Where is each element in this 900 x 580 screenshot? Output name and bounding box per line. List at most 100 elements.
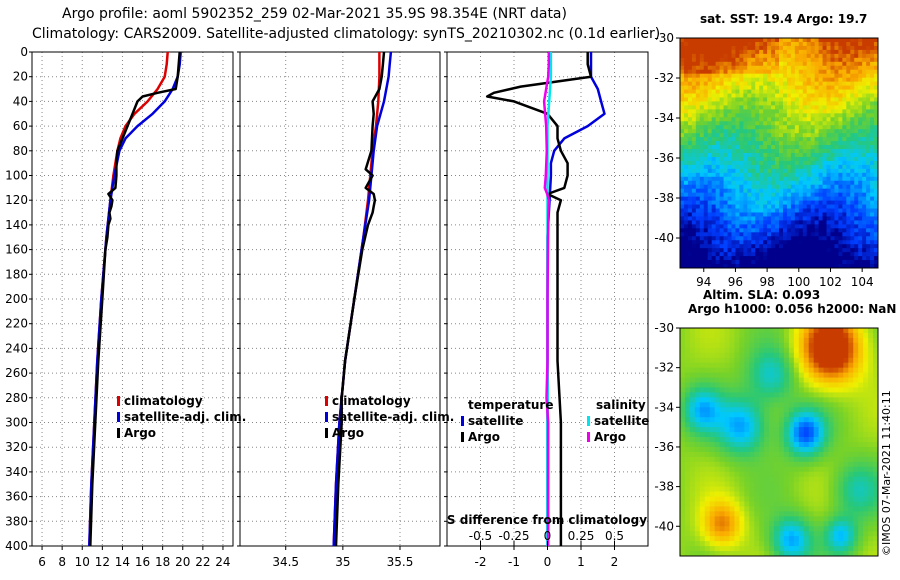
sla-map-cell [823,377,829,383]
sla-map-cell [729,486,735,492]
sst-map-cell [719,180,724,186]
sst-map-cell [699,133,705,138]
sst-map-cell [735,93,740,98]
sla-map-cell [808,461,815,468]
sst-map-cell [874,89,879,94]
sst-map-cell [854,188,859,194]
sst-map-cell [711,260,717,265]
sst-map-cell [723,216,728,221]
sst-map-cell [834,105,839,110]
sst-map-cell [782,180,788,186]
sst-map-cell [862,137,867,142]
sst-map-cell [699,184,705,190]
sst-map-cell [767,208,772,213]
sst-map-cell [739,77,744,83]
sst-map-cell [680,145,685,150]
sst-map-cell [680,244,685,249]
sst-map-cell [747,149,752,154]
sla-map-cell [714,501,720,507]
sst-map-cell [723,49,728,55]
sst-map-cell [723,149,728,154]
sla-map-cell [759,402,765,408]
sst-map-cell [814,200,819,205]
sla-map-cell [798,546,805,552]
sst-map-cell [695,196,701,201]
sst-map-cell [699,256,705,261]
sst-map-cell [866,73,871,79]
sla-map-cell [873,357,879,364]
sst-map-cell [834,204,839,209]
sst-map-cell [775,41,780,47]
sla-map-cell [873,471,879,478]
sst-map-cell [798,200,804,205]
sla-map-cell [858,387,864,393]
sst-map-cell [854,224,859,229]
sla-map-cell [774,412,780,418]
sst-map-cell [687,57,693,63]
sla-map-cell [833,442,839,448]
sla-map-cell [764,432,770,438]
sst-map-cell [874,256,879,261]
sla-map-cell [788,362,795,369]
sst-map-cell [715,97,720,102]
sst-map-cell [822,264,827,269]
sla-map-cell [783,446,790,453]
sla-map-cell [774,397,780,403]
sst-map-cell [763,164,768,170]
sla-map-cell [833,432,839,438]
sst-map-cell [838,252,843,257]
sla-map-cell [828,392,834,398]
sst-map-cell [866,264,871,269]
sla-map-cell [759,377,765,383]
sst-map-cell [699,176,705,182]
sst-map-cell [782,156,788,162]
sst-map-cell [782,204,788,209]
sst-map-cell [838,38,843,43]
sst-map-cell [715,85,720,90]
sst-map-cell [798,164,804,170]
sla-map-cell [783,407,790,413]
sla-map-cell [823,432,829,438]
sla-map-cell [848,442,854,448]
sla-map-cell [724,536,730,542]
sst-map-cell [866,228,871,233]
sla-map-cell [759,328,765,334]
sla-map-cell [798,412,805,418]
sst-map-cell [727,260,732,265]
sla-map-cell [833,461,839,468]
sst-map-cell [727,168,732,174]
sst-map-cell [723,236,728,241]
sst-map-cell [834,61,839,67]
sla-map-cell [873,516,879,522]
sla-map-cell [853,427,859,433]
sla-map-cell [833,521,839,527]
sst-map-cell [826,117,831,122]
sst-map-cell [683,145,689,150]
sla-map-cell [783,367,790,374]
sla-map-cell [788,442,795,448]
sst-map-cell [767,220,772,225]
sst-map-cell [806,240,812,245]
sla-map-cell [680,461,686,468]
sst-map-cell [759,129,764,134]
sst-map-cell [739,93,744,98]
sst-map-cell [715,105,720,110]
sst-map-cell [703,216,709,221]
sla-map-cell [823,392,829,398]
sst-map-cell [798,61,804,67]
sst-map-cell [719,81,724,86]
sst-map-cell [802,256,808,261]
sla-map-cell [868,446,874,453]
sla-map-cell [694,422,701,428]
sla-map-cell [848,332,854,339]
sst-map-cell [782,176,788,182]
sla-map-cell [739,501,745,507]
sla-map-cell [759,461,765,468]
sst-map-cell [719,125,724,130]
sla-map-cell [873,481,879,488]
sla-map-cell [808,442,815,448]
sla-map-cell [709,451,716,458]
sst-map-cell [854,244,859,249]
sla-map-cell [873,506,879,512]
